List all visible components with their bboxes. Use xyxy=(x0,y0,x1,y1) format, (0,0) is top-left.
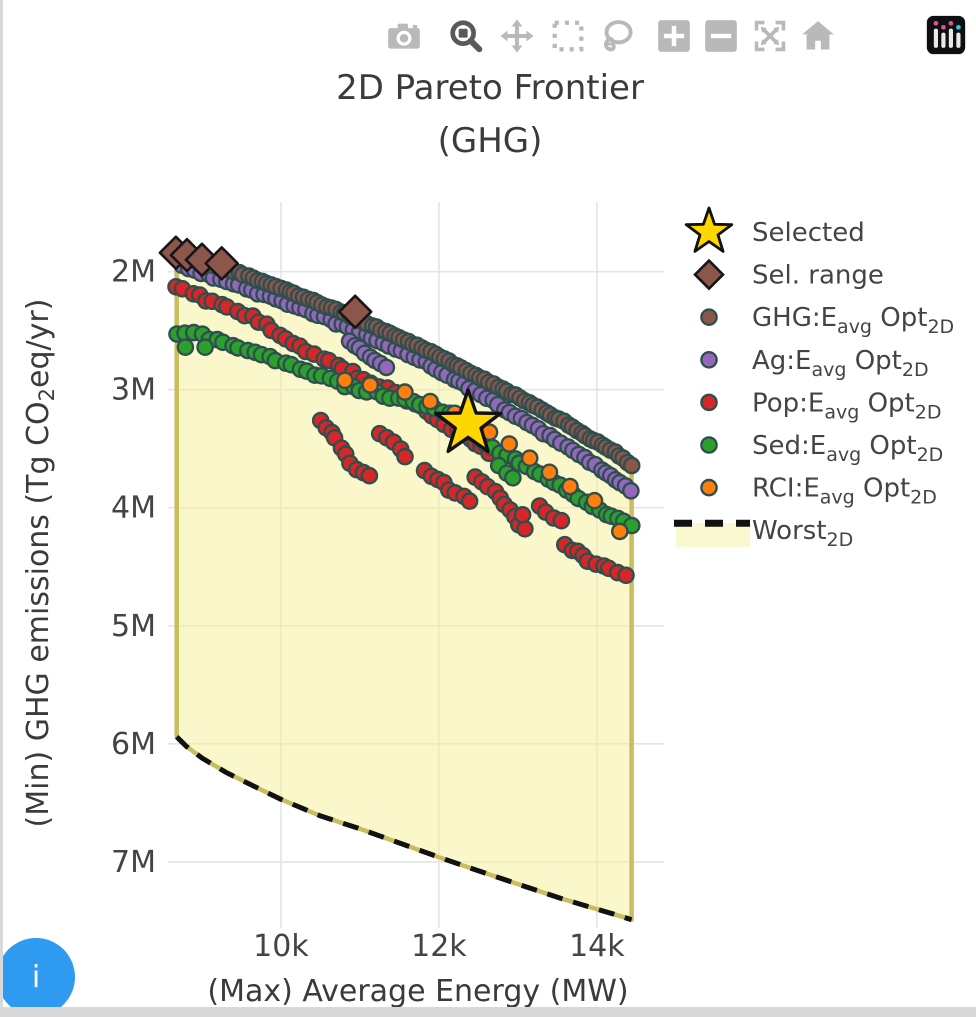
legend-circle-swatch xyxy=(700,478,718,497)
plotly-logo-icon[interactable] xyxy=(926,15,966,55)
legend-circle-swatch xyxy=(700,436,718,454)
x-tick-label: 12k xyxy=(411,929,467,964)
chart-title-line2: (GHG) xyxy=(437,120,543,161)
legend-item-ghg[interactable]: GHG:Eavg Opt2D xyxy=(700,303,954,338)
legend-circle-swatch xyxy=(700,350,718,369)
box-select-icon[interactable] xyxy=(549,17,587,55)
info-button[interactable]: i xyxy=(0,938,75,1016)
legend: Selected Sel. range GHG:Eavg Opt2D Ag:Eavg … xyxy=(674,206,954,551)
page-left-border xyxy=(0,0,3,1017)
pan-icon[interactable] xyxy=(498,17,536,55)
legend-item-sel-range[interactable]: Sel. range xyxy=(693,258,884,291)
legend-label: Sel. range xyxy=(752,261,884,291)
zoom-in-icon[interactable] xyxy=(655,17,693,55)
camera-icon[interactable] xyxy=(385,17,423,55)
legend-label: Pop:Eavg Opt2D xyxy=(752,388,941,423)
axis-tick-labels: 10k 12k 14k 2M 3M 4M 5M 6M 7M xyxy=(111,255,625,964)
legend-label: RCI:Eavg Opt2D xyxy=(752,474,937,509)
series-rci xyxy=(336,371,629,541)
legend-star-swatch xyxy=(684,206,734,253)
y-axis-title: (Min) GHG emissions (Tg CO2eq/yr) xyxy=(20,298,60,828)
legend-circle-swatch xyxy=(700,393,718,412)
legend-item-rci[interactable]: RCI:Eavg Opt2D xyxy=(700,474,937,509)
legend-item-worst[interactable]: Worst2D xyxy=(674,516,853,551)
legend-item-pop[interactable]: Pop:Eavg Opt2D xyxy=(700,388,941,423)
legend-area-swatch xyxy=(676,523,750,548)
series-ghg xyxy=(167,245,641,475)
legend-item-selected[interactable]: Selected xyxy=(684,206,865,253)
legend-label: GHG:Eavg Opt2D xyxy=(752,303,954,338)
legend-label: Sed:Eavg Opt2D xyxy=(752,431,943,466)
x-tick-label: 10k xyxy=(253,929,309,964)
legend-label: Ag:Eavg Opt2D xyxy=(752,346,929,381)
chart-title: 2D Pareto Frontier (GHG) xyxy=(120,62,860,167)
modebar xyxy=(0,0,976,70)
y-tick-label: 7M xyxy=(111,845,156,880)
x-tick-label: 14k xyxy=(569,929,625,964)
legend-circle-swatch xyxy=(700,308,718,327)
legend-diamond-swatch xyxy=(693,258,725,291)
reset-axes-icon[interactable] xyxy=(799,17,837,55)
y-tick-label: 2M xyxy=(111,255,156,290)
worst-line xyxy=(174,735,633,923)
lasso-select-icon[interactable] xyxy=(598,17,636,55)
zoom-out-icon[interactable] xyxy=(702,17,740,55)
legend-label: Selected xyxy=(752,218,865,248)
y-tick-label: 3M xyxy=(111,373,156,408)
legend-item-sed[interactable]: Sed:Eavg Opt2D xyxy=(700,431,943,466)
selected-star-marker[interactable] xyxy=(434,388,503,454)
series-sel-range xyxy=(158,235,373,330)
legend-label: Worst2D xyxy=(752,516,853,551)
y-tick-label: 4M xyxy=(111,491,156,526)
chart-title-line1: 2D Pareto Frontier xyxy=(336,68,644,108)
info-button-label: i xyxy=(31,959,41,995)
y-tick-label: 5M xyxy=(111,609,156,644)
page-bottom-bar xyxy=(0,1007,976,1017)
x-axis-title: (Max) Average Energy (MW) xyxy=(207,974,629,1009)
y-tick-label: 6M xyxy=(111,727,156,762)
autoscale-icon[interactable] xyxy=(751,17,789,55)
legend-item-ag[interactable]: Ag:Eavg Opt2D xyxy=(700,346,929,381)
zoom-icon[interactable] xyxy=(447,17,485,55)
